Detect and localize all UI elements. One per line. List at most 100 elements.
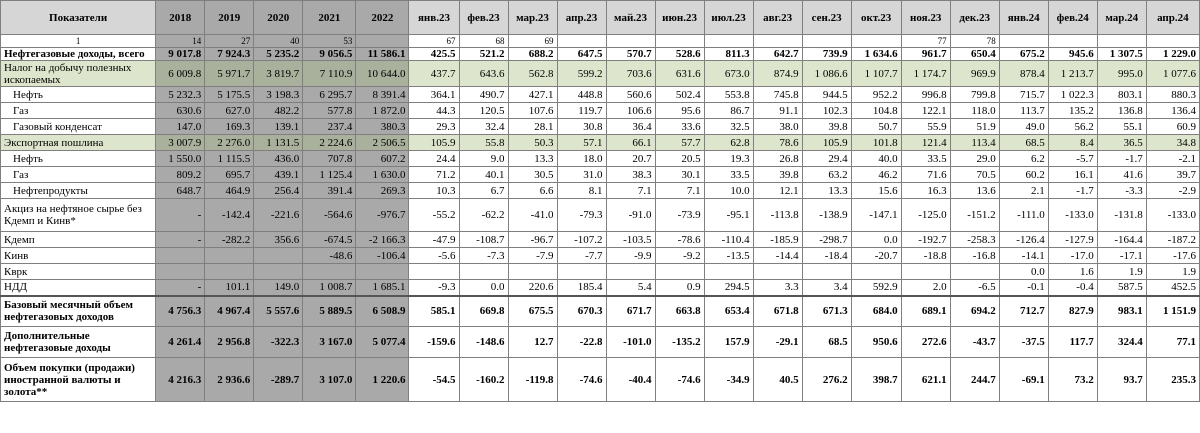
value-cell: 147.0 xyxy=(155,118,206,135)
value-cell: 809.2 xyxy=(155,166,206,183)
value-cell: 650.4 xyxy=(949,47,1000,61)
value-cell: -17.1 xyxy=(1096,247,1147,264)
value-cell: 40.5 xyxy=(752,357,803,402)
value-cell: 1 634.6 xyxy=(850,47,902,61)
value-cell: 102.3 xyxy=(801,102,852,119)
row-label: Кврк xyxy=(0,263,157,280)
value-cell: 642.7 xyxy=(752,47,803,61)
value-cell: -110.4 xyxy=(703,231,754,248)
value-cell: 663.8 xyxy=(654,294,705,327)
value-cell: - xyxy=(155,279,206,296)
value-cell: 6.7 xyxy=(458,182,509,199)
value-cell: 0.9 xyxy=(654,279,705,296)
value-cell: 2 224.6 xyxy=(302,134,357,151)
value-cell: 878.4 xyxy=(998,60,1049,87)
value-cell: 60.9 xyxy=(1145,118,1200,135)
value-cell: 10.0 xyxy=(703,182,754,199)
value-cell: 969.9 xyxy=(949,60,1000,87)
value-cell: -9.2 xyxy=(654,247,705,264)
header-apr-23: апр.23 xyxy=(556,0,607,35)
value-cell xyxy=(654,263,705,280)
value-cell: 1 213.7 xyxy=(1047,60,1098,87)
column-number-row: 1 14 27 40 53 67 68 69 77 78 xyxy=(0,34,1200,48)
value-cell: 607.2 xyxy=(355,150,410,167)
value-cell: -148.6 xyxy=(458,326,509,358)
value-cell: 1 086.6 xyxy=(801,60,852,87)
row-kdemp: Кдемп - -282.2 356.6 -674.5 -2 166.3 -47.9 -108… xyxy=(0,231,1200,248)
value-cell: 356.6 xyxy=(253,231,304,248)
value-cell: -7.3 xyxy=(458,247,509,264)
value-cell: 3 107.0 xyxy=(302,357,357,402)
value-cell: 24.4 xyxy=(408,150,460,167)
value-cell: 51.9 xyxy=(949,118,1000,135)
revenue-table: Показатели 2018 2019 2020 2021 2022 янв.… xyxy=(0,0,1200,402)
value-cell: 7 110.9 xyxy=(302,60,357,87)
value-cell: -108.7 xyxy=(458,231,509,248)
value-cell: 66.1 xyxy=(605,134,656,151)
value-cell: -43.7 xyxy=(949,326,1000,358)
value-cell: 950.6 xyxy=(850,326,902,358)
table-body: 1 14 27 40 53 67 68 69 77 78 Нефтегазовые доходы, … xyxy=(0,34,1200,402)
value-cell: 36.5 xyxy=(1096,134,1147,151)
value-cell: 63.2 xyxy=(801,166,852,183)
value-cell: 7 924.3 xyxy=(204,47,255,61)
value-cell: -22.8 xyxy=(556,326,607,358)
row-export-duty-gas: Газ 809.2 695.7 439.1 1 125.4 1 630.0 71.2 40.1… xyxy=(0,166,1200,183)
value-cell: 107.6 xyxy=(507,102,558,119)
value-cell: 29.4 xyxy=(801,150,852,167)
value-cell: 70.5 xyxy=(949,166,1000,183)
row-label: Нефтепродукты xyxy=(0,182,157,199)
value-cell: 827.9 xyxy=(1047,294,1098,327)
header-dec-23: дек.23 xyxy=(949,0,1000,35)
value-cell: 4 216.3 xyxy=(155,357,206,402)
row-label: Газ xyxy=(0,166,157,183)
value-cell: 1.6 xyxy=(1047,263,1098,280)
value-cell: 439.1 xyxy=(253,166,304,183)
value-cell: -17.6 xyxy=(1145,247,1200,264)
value-cell: 113.7 xyxy=(998,102,1049,119)
value-cell: 996.8 xyxy=(900,86,951,103)
value-cell: 16.3 xyxy=(900,182,951,199)
value-cell: 490.7 xyxy=(458,86,509,103)
header-nov-23: ноя.23 xyxy=(900,0,951,35)
value-cell: 1 115.5 xyxy=(204,150,255,167)
value-cell xyxy=(458,263,509,280)
value-cell: 5 232.3 xyxy=(155,86,206,103)
value-cell: 235.3 xyxy=(1145,357,1200,402)
value-cell: -119.8 xyxy=(507,357,558,402)
value-cell: 29.0 xyxy=(949,150,1000,167)
value-cell: -147.1 xyxy=(850,198,902,232)
value-cell: 294.5 xyxy=(703,279,754,296)
value-cell: -29.1 xyxy=(752,326,803,358)
value-cell: 4 967.4 xyxy=(204,294,255,327)
value-cell: 670.3 xyxy=(556,294,607,327)
header-2018: 2018 xyxy=(155,0,206,35)
value-cell: -2.9 xyxy=(1145,182,1200,199)
value-cell: 26.8 xyxy=(752,150,803,167)
value-cell: -106.4 xyxy=(355,247,410,264)
column-number-cell xyxy=(1047,34,1098,48)
value-cell: -62.2 xyxy=(458,198,509,232)
value-cell: 7.1 xyxy=(654,182,705,199)
value-cell: 157.9 xyxy=(703,326,754,358)
value-cell: 18.0 xyxy=(556,150,607,167)
row-additional-revenue: Дополнительные нефтегазовые доходы 4 261.… xyxy=(0,326,1200,358)
value-cell: -9.9 xyxy=(605,247,656,264)
column-number-cell: 27 xyxy=(204,34,255,48)
column-number-cell: 40 xyxy=(253,34,304,48)
value-cell: -142.4 xyxy=(204,198,255,232)
value-cell: 256.4 xyxy=(253,182,304,199)
value-cell: 272.6 xyxy=(900,326,951,358)
value-cell: 1 107.7 xyxy=(850,60,902,87)
value-cell: 68.5 xyxy=(801,326,852,358)
value-cell: 673.0 xyxy=(703,60,754,87)
value-cell: -138.9 xyxy=(801,198,852,232)
value-cell: -37.5 xyxy=(998,326,1049,358)
value-cell: -187.2 xyxy=(1145,231,1200,248)
value-cell: 983.1 xyxy=(1096,294,1147,327)
value-cell: -159.6 xyxy=(408,326,460,358)
value-cell: 101.1 xyxy=(204,279,255,296)
header-mar-24: мар.24 xyxy=(1096,0,1147,35)
value-cell: 803.1 xyxy=(1096,86,1147,103)
value-cell: 220.6 xyxy=(507,279,558,296)
